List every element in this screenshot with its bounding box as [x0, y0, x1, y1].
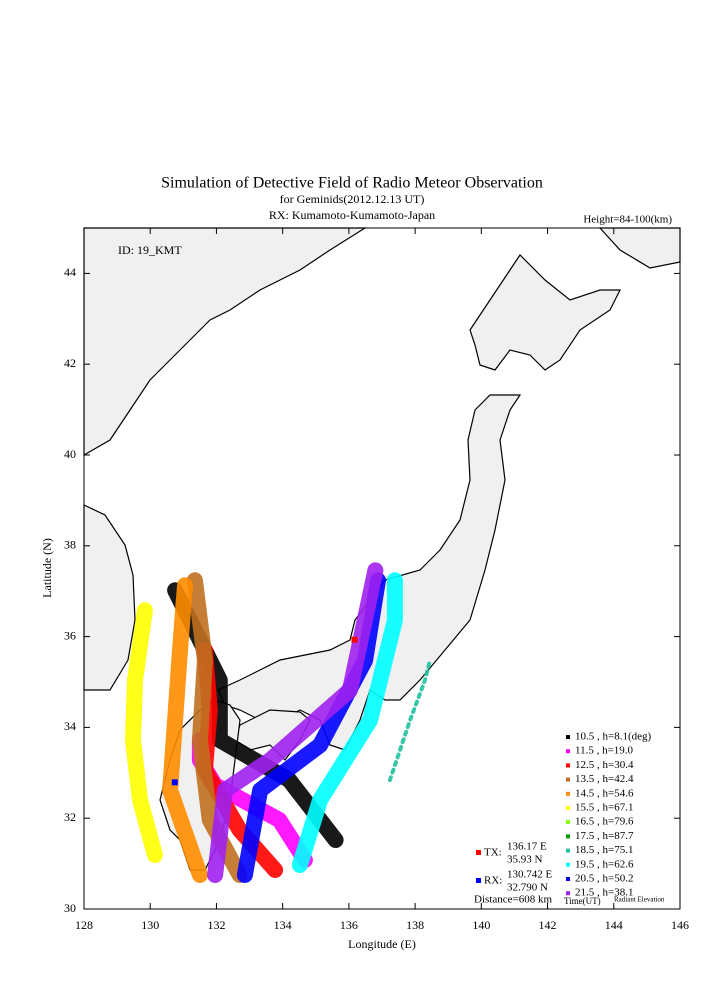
- y-tick-label: 40: [64, 447, 76, 461]
- legend-label: 21.5 , h=38.1: [575, 887, 633, 899]
- legend-swatch: [566, 848, 570, 853]
- legend-label: 18.5 , h=75.1: [575, 844, 633, 856]
- id-label: ID: 19_KMT: [118, 243, 182, 257]
- mainland: [83, 227, 368, 457]
- station-key: [476, 850, 481, 855]
- legend-swatch: [566, 891, 570, 896]
- station-lon: 130.742 E: [507, 869, 553, 881]
- swath: [207, 562, 384, 883]
- legend-swatch: [566, 777, 570, 782]
- legend-label: 17.5 , h=87.7: [575, 830, 634, 842]
- elevation-caption: Radiant Elevation: [614, 896, 665, 904]
- x-tick-label: 144: [605, 918, 623, 932]
- x-tick-label: 132: [207, 918, 225, 932]
- swaths: [125, 562, 432, 883]
- legend-swatch: [566, 834, 570, 839]
- legend-swatch: [566, 820, 570, 825]
- legend-label: 12.5 , h=30.4: [575, 759, 634, 771]
- legend-swatch: [566, 877, 570, 881]
- x-tick-label: 142: [539, 918, 557, 932]
- y-tick-label: 36: [64, 628, 76, 642]
- swath: [162, 577, 208, 883]
- legend-label: 10.5 , h=8.1(deg): [575, 731, 651, 743]
- legend-swatch: [566, 763, 570, 768]
- station-marker: [351, 636, 358, 643]
- x-tick-label: 140: [472, 918, 490, 932]
- swath: [125, 602, 163, 863]
- x-tick-label: 136: [340, 918, 358, 932]
- y-tick-label: 30: [64, 901, 76, 915]
- legend-label: 13.5 , h=42.4: [575, 773, 634, 785]
- legend-swatch: [566, 735, 570, 739]
- station-key: [476, 878, 481, 883]
- legend-swatch: [566, 749, 570, 754]
- legend-label: 15.5 , h=67.1: [575, 802, 633, 814]
- distance: Distance=608 km: [474, 894, 552, 906]
- legend-swatch: [566, 862, 570, 867]
- y-tick-label: 44: [64, 265, 76, 279]
- korea: [83, 504, 136, 691]
- y-axis-label: Latitude (N): [40, 538, 54, 598]
- swath: [387, 658, 432, 783]
- legend-label: 16.5 , h=79.6: [575, 816, 634, 828]
- legend-label: 11.5 , h=19.0: [575, 745, 634, 757]
- x-tick-label: 130: [141, 918, 159, 932]
- legend-label: 19.5 , h=62.6: [575, 858, 634, 870]
- legend-label: 20.5 , h=50.2: [575, 873, 633, 885]
- x-tick-label: 146: [671, 918, 689, 932]
- station-label: RX:: [484, 875, 502, 887]
- station-lat: 32.790 N: [507, 882, 548, 894]
- y-tick-label: 42: [64, 356, 76, 370]
- height-note: Height=84-100(km): [583, 214, 672, 226]
- swath: [291, 572, 403, 873]
- hokkaido: [469, 254, 621, 371]
- x-tick-label: 138: [406, 918, 424, 932]
- plot-frame: [83, 227, 681, 910]
- y-tick-label: 32: [64, 810, 76, 824]
- x-axis-label: Longitude (E): [348, 937, 416, 951]
- station-marker: [171, 779, 178, 786]
- time-caption: Time(UT): [564, 896, 601, 906]
- legend-swatch: [566, 806, 570, 810]
- y-tick-label: 38: [64, 538, 76, 552]
- station-label: TX:: [484, 847, 502, 859]
- legend-swatch: [566, 791, 570, 796]
- station-lat: 35.93 N: [507, 854, 543, 866]
- chart-subtitle: for Geminids(2012.12.13 UT): [280, 192, 425, 206]
- y-tick-label: 34: [64, 719, 76, 733]
- receiver-line: RX: Kumamoto-Kumamoto-Japan: [269, 208, 435, 222]
- station-lon: 136.17 E: [507, 841, 547, 853]
- chart-title: Simulation of Detective Field of Radio M…: [161, 175, 543, 192]
- x-tick-label: 128: [75, 918, 93, 932]
- x-tick-label: 134: [274, 918, 292, 932]
- legend-label: 14.5 , h=54.6: [575, 787, 634, 799]
